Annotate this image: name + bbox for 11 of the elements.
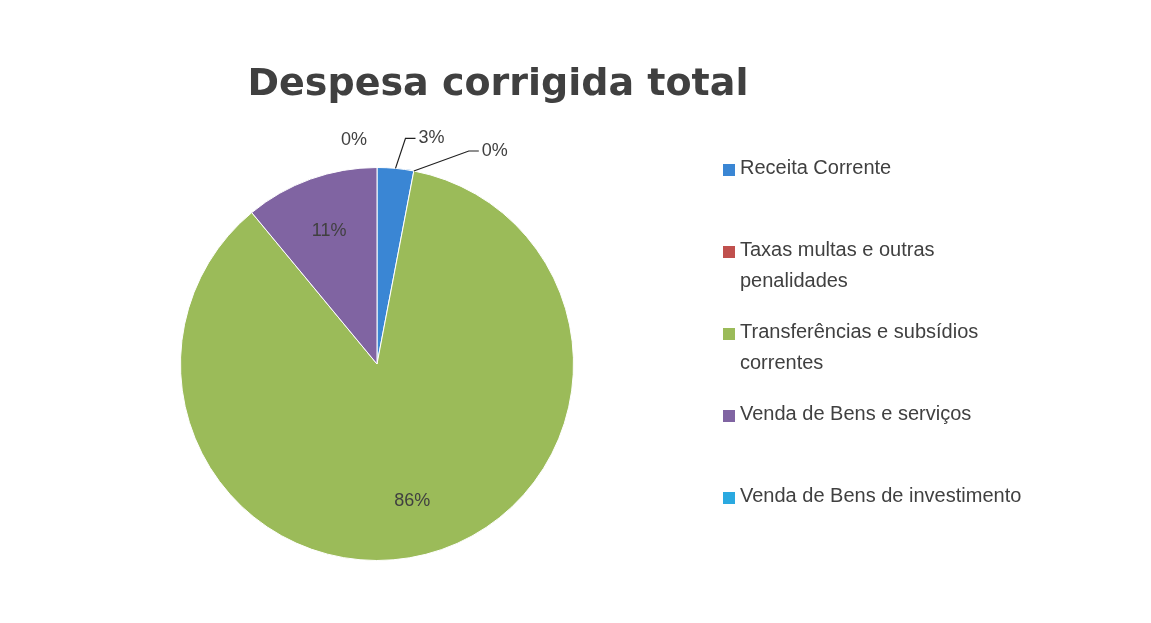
data-label: 11% — [311, 219, 347, 240]
legend-label: Transferências e subsídios correntes — [740, 319, 980, 375]
chart-title: Despesa corrigida total — [246, 60, 750, 104]
legend-label: Venda de Bens de investimento — [740, 483, 1022, 508]
text: 0% — [340, 128, 367, 149]
data-label: 86% — [394, 490, 431, 510]
legend-label: Venda de Bens e serviços — [740, 401, 972, 426]
legend-label: Taxas multas e outras penalidades — [740, 237, 936, 293]
data-label: 3% — [418, 127, 445, 148]
text: 0% — [481, 139, 508, 160]
legend-label: Receita Corrente — [740, 155, 892, 180]
